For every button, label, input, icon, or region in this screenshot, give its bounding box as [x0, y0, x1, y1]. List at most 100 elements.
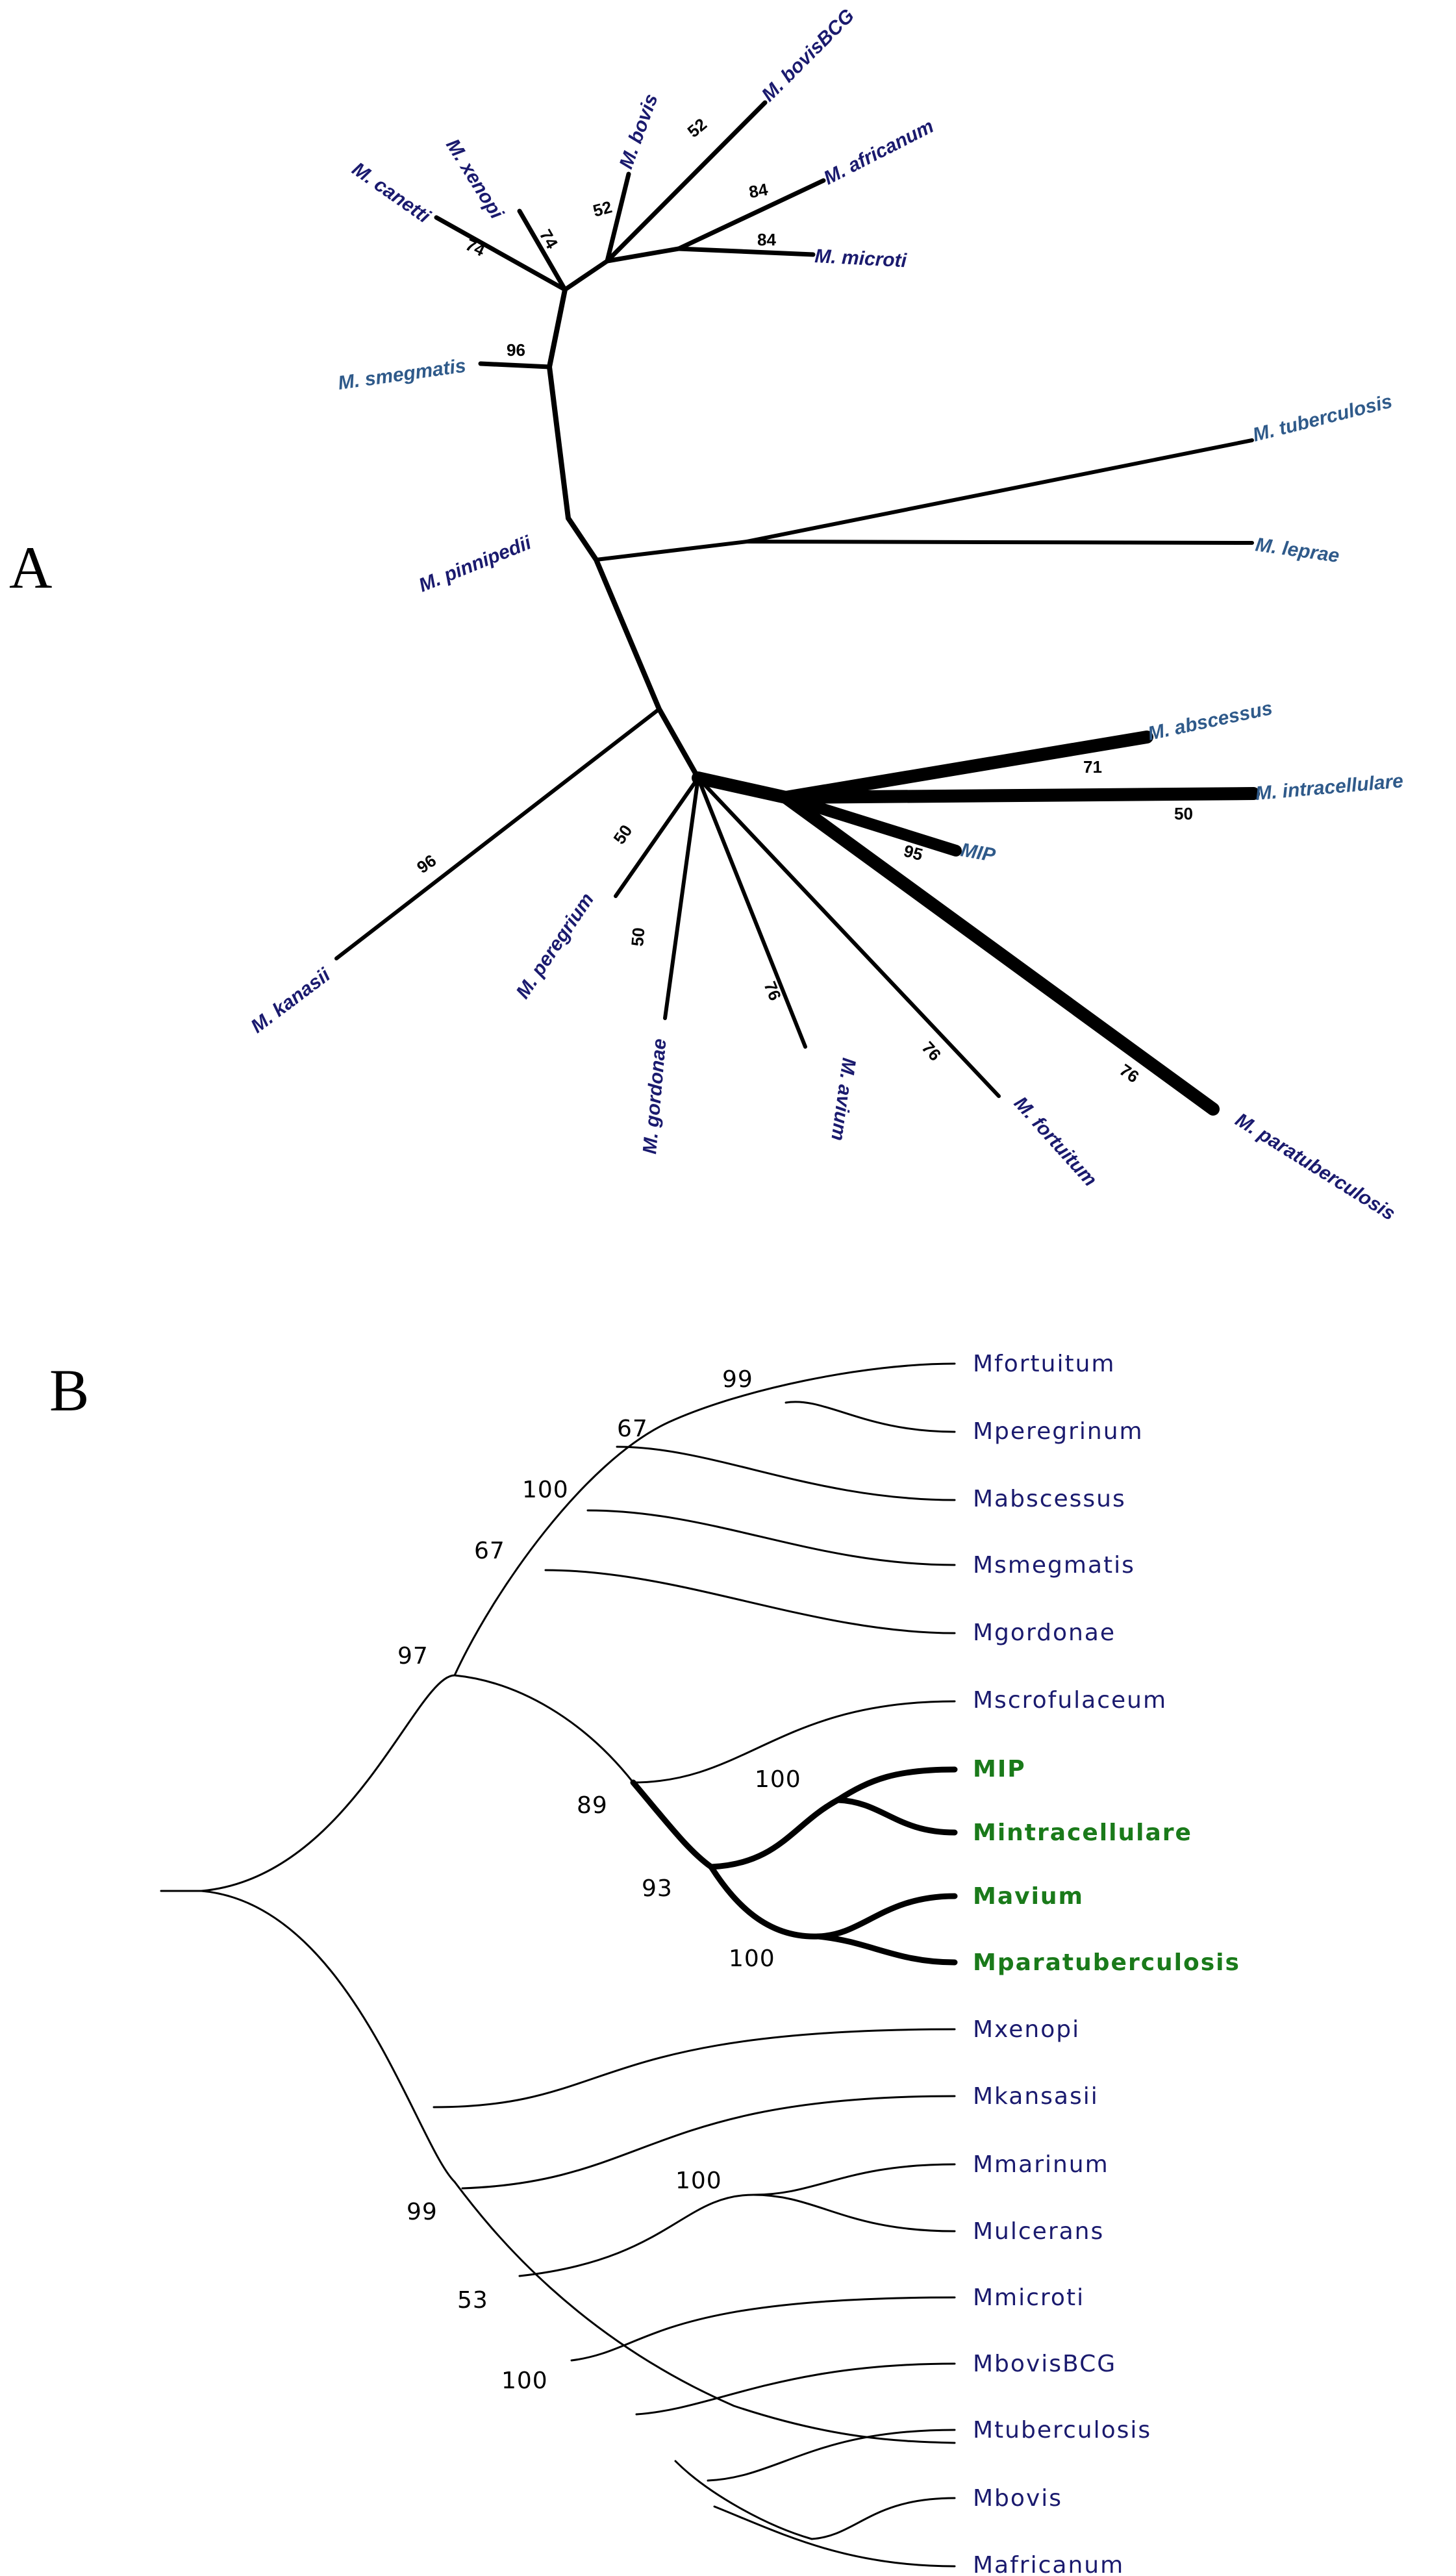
- panel-a-branches: [334, 100, 1260, 1116]
- branch-mmicroti: [570, 2296, 956, 2362]
- bootstrap-label: 74: [462, 234, 488, 260]
- tip-label: Mgordonae: [973, 1619, 1116, 1646]
- tip-label: MbovisBCG: [973, 2351, 1116, 2377]
- bootstrap-label: 99: [722, 1366, 753, 1393]
- panel-b: B: [49, 1351, 1240, 2576]
- branch-lower-spine: [453, 2181, 956, 2444]
- bootstrap-label: 71: [1083, 757, 1102, 777]
- branch-africanum: [676, 178, 826, 251]
- branch-upper-node: [562, 258, 610, 292]
- bootstrap-label: 50: [609, 821, 636, 848]
- bootstrap-label: 67: [617, 1416, 648, 1442]
- tip-label: Mscrofulaceum: [973, 1687, 1167, 1714]
- branch-root-upper: [200, 1674, 456, 1892]
- tip-label-gordonae: M. gordonae: [639, 1038, 670, 1155]
- bootstrap-label: 97: [397, 1643, 429, 1669]
- bootstrap-label: 89: [577, 1792, 608, 1819]
- tip-label-pinnipedii: M. pinnipedii: [416, 532, 534, 597]
- branch-tuberculosis: [745, 438, 1254, 544]
- branch-smegmatis: [478, 361, 552, 369]
- tip-label: Mabscessus: [973, 1486, 1126, 1512]
- branch-mac-core: [630, 1779, 714, 1870]
- panel-b-thick-branches: [630, 1766, 958, 1966]
- tip-label: Mxenopi: [973, 2016, 1080, 2043]
- tip-label-kanasii: M. kanasii: [247, 964, 334, 1038]
- branch-lower-continue: [674, 2460, 813, 2540]
- bootstrap-label: 99: [407, 2199, 438, 2225]
- panel-b-bootstrap-values: 99 67 100 67 97 89 100 93 100 100 99 53 …: [397, 1366, 801, 2394]
- bootstrap-label: 50: [1174, 804, 1193, 823]
- tip-label-paratuberculosis: M. paratuberculosis: [1231, 1109, 1399, 1225]
- branch-mulcerans: [752, 2194, 956, 2232]
- bootstrap-label: 52: [684, 114, 710, 142]
- bootstrap-label: 95: [901, 841, 925, 864]
- tip-label-microti: M. microti: [814, 245, 908, 271]
- branch-mintracellulare: [835, 1797, 958, 1836]
- branch-mafricanum: [713, 2505, 956, 2568]
- panel-a-bootstrap-values: 74 74 52 52 84 84 96 71 50 95 96 50 50 7…: [413, 114, 1193, 1086]
- tip-label: Mafricanum: [973, 2552, 1124, 2576]
- tip-label-smegmatis: M. smegmatis: [336, 355, 467, 394]
- tip-label: Mtuberculosis: [973, 2417, 1151, 2444]
- tip-label-peregrium: M. peregrium: [512, 889, 598, 1003]
- tip-label: Msmegmatis: [973, 1552, 1135, 1579]
- branch-mgordonae: [544, 1569, 956, 1634]
- branch-gordonae: [663, 776, 700, 1020]
- tip-label-fortuitum: M. fortuitum: [1010, 1093, 1101, 1191]
- panel-b-lower-branches: [433, 2028, 956, 2568]
- bootstrap-label: 53: [457, 2287, 488, 2314]
- tip-label: Mmarinum: [973, 2151, 1109, 2178]
- panel-a-tip-labels: M. canetti M. xenopi M. bovis M. bovisBC…: [247, 5, 1404, 1225]
- panel-a-label: A: [9, 534, 52, 601]
- branch-mxenopi: [433, 2028, 956, 2108]
- branch-mscrofulaceum: [632, 1700, 956, 1784]
- branch-upper-spine: [453, 1362, 956, 1677]
- tip-label-avium: M. avium: [827, 1057, 860, 1142]
- tip-label-intracellulare: M. intracellulare: [1255, 770, 1404, 805]
- tip-label: Mavium: [973, 1883, 1084, 1910]
- branch-leprae: [745, 540, 1254, 545]
- branch-msmegmatis: [586, 1509, 956, 1566]
- branch-microti: [676, 246, 816, 257]
- tip-label: Mfortuitum: [973, 1351, 1116, 1377]
- bootstrap-label: 76: [1116, 1060, 1143, 1086]
- tip-label-leprae: M. leprae: [1254, 534, 1340, 567]
- tip-label-abscessus: M. abscessus: [1146, 697, 1275, 745]
- bootstrap-label: 100: [675, 2168, 722, 2194]
- branch-kanasii: [334, 707, 661, 960]
- bootstrap-label: 96: [413, 851, 440, 877]
- tip-label-xenopi: M. xenopi: [442, 135, 508, 223]
- branch-mavium: [815, 1893, 958, 1940]
- bootstrap-label: 76: [918, 1038, 946, 1065]
- tip-label: Mmicroti: [973, 2284, 1085, 2311]
- branch-mmarinum: [752, 2163, 956, 2196]
- branch-mbovisbcg: [635, 2362, 956, 2416]
- branch-mabscessus: [616, 1445, 956, 1501]
- branch-mbovis-mafricanum-node: [810, 2497, 956, 2540]
- bootstrap-label: 84: [747, 179, 770, 202]
- bootstrap-label: 50: [627, 927, 648, 947]
- branch-africanum-node: [605, 246, 681, 264]
- tip-label: Mkansasii: [973, 2083, 1099, 2110]
- branch-bovis: [605, 171, 631, 264]
- tip-label-bovis: M. bovis: [616, 91, 662, 171]
- bootstrap-label: 84: [757, 230, 776, 249]
- branch-mip: [835, 1766, 958, 1803]
- branch-mtuberculosis: [707, 2429, 956, 2482]
- branch-root-lower: [200, 1890, 456, 2183]
- branch-abscessus: [779, 731, 1153, 804]
- tip-label-africanum: M. africanum: [820, 116, 937, 189]
- bootstrap-label: 67: [474, 1538, 505, 1564]
- tip-label-bovisbcg: M. bovisBCG: [758, 5, 859, 106]
- tip-label-canetti: M. canetti: [348, 158, 434, 228]
- tip-label: Mparatuberculosis: [973, 1949, 1240, 1976]
- tip-label-tuberculosis: M. tuberculosis: [1251, 391, 1394, 446]
- panel-b-branches: [160, 1362, 956, 2183]
- branch-mip: [780, 792, 962, 857]
- branch-paratuberculosis: [779, 791, 1220, 1116]
- branch-mkansasii: [461, 2095, 956, 2190]
- bootstrap-label: 52: [591, 197, 614, 220]
- panel-b-label: B: [49, 1357, 89, 1423]
- branch-fortuitum: [696, 776, 1001, 1098]
